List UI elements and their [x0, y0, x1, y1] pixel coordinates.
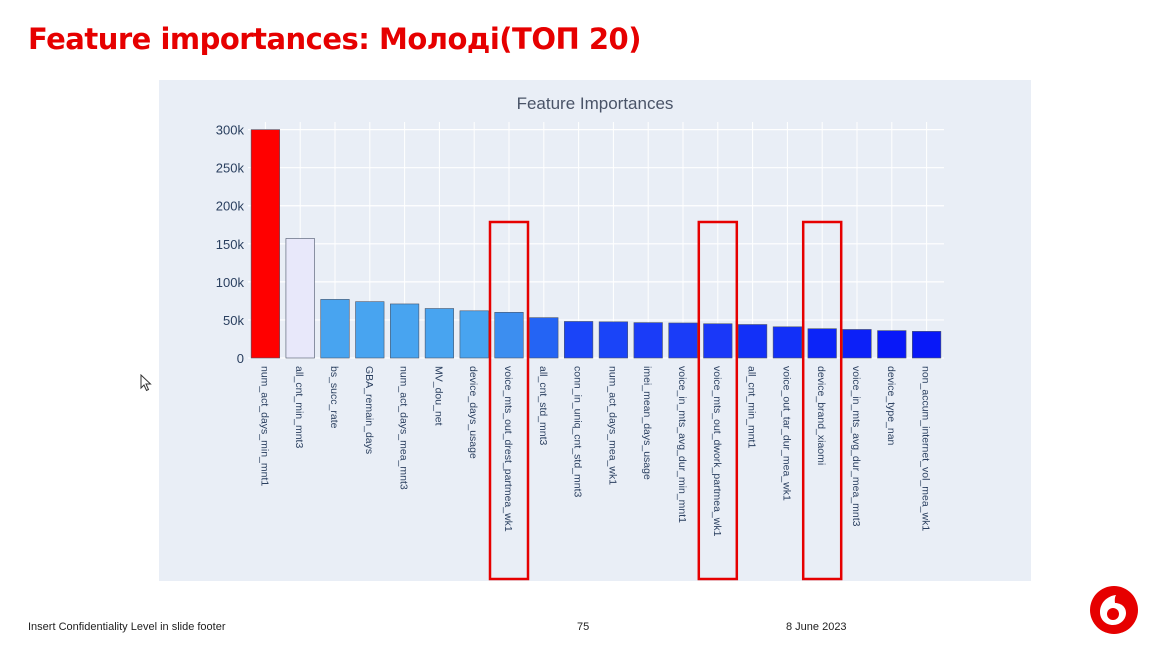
x-tick-label: voice_mts_out_drest_partmea_wk1	[502, 366, 514, 532]
chart-title: Feature Importances	[517, 94, 674, 113]
bar-num-act-days-min-mnt1	[250, 129, 280, 359]
x-tick-label: all_cnt_min_mnt3	[293, 366, 305, 448]
bar-all-cnt-std-mnt3	[529, 317, 559, 359]
bar-device-brand-xiaomi	[807, 328, 837, 359]
x-axis-labels: num_act_days_min_mnt1 all_cnt_min_mnt3 bs_…	[258, 366, 931, 537]
footer-confidentiality: Insert Confidentiality Level in slide fo…	[28, 621, 226, 633]
x-tick-label: all_cnt_std_mnt3	[537, 366, 549, 446]
highlight-box	[801, 220, 843, 581]
y-tick-label: 150k	[216, 237, 245, 252]
y-tick-label: 100k	[216, 275, 245, 290]
x-tick-label: all_cnt_min_mnt1	[746, 366, 758, 448]
bar-num-act-days-mea-wk1	[598, 321, 628, 359]
x-tick-label: voice_in_mts_avg_dur_mea_mnt3	[850, 366, 862, 527]
bar-voice-in-mts-avg-dur-min-mnt1	[668, 322, 698, 359]
x-tick-label: num_act_days_min_mnt1	[258, 366, 270, 486]
footer-date: 8 June 2023	[786, 621, 847, 633]
x-tick-label: GBA_remain_days	[363, 366, 375, 454]
y-axis: 0 50k 100k 150k 200k 250k 300k	[216, 123, 245, 366]
y-tick-label: 0	[237, 351, 244, 366]
mouse-cursor-icon	[140, 373, 152, 397]
bar-voice-mts-out-dwork-partmea-wk1	[703, 323, 733, 359]
y-tick-label: 50k	[223, 313, 244, 328]
bar-bs-succ-rate	[320, 299, 350, 359]
bars-layer	[250, 129, 942, 359]
bar-voice-in-mts-avg-dur-mea-mnt3	[842, 329, 872, 359]
x-tick-label: voice_in_mts_avg_dur_min_mnt1	[676, 366, 688, 523]
x-tick-label: device_days_usage	[467, 366, 479, 459]
highlight-box	[488, 220, 530, 581]
bar-mv-dou-net	[424, 308, 454, 359]
feature-importance-chart: Feature Importances 0 50k 100k 150k 200k 250k…	[159, 80, 1031, 581]
x-tick-label: MV_dou_net	[432, 366, 444, 426]
chart-container: Feature Importances 0 50k 100k 150k 200k 250k…	[159, 80, 1031, 581]
bar-all-cnt-min-mnt1	[738, 324, 768, 359]
x-tick-label: voice_mts_out_dwork_partmea_wk1	[711, 366, 723, 537]
footer-page-number: 75	[577, 621, 590, 633]
highlight-boxes	[488, 220, 843, 581]
x-tick-label: imei_mean_days_usage	[641, 366, 653, 480]
y-tick-label: 200k	[216, 199, 245, 214]
y-tick-label: 300k	[216, 123, 245, 138]
bar-non-accum-internet-vol-mea-wk1	[912, 331, 942, 359]
y-tick-label: 250k	[216, 161, 245, 176]
x-tick-label: voice_out_tar_dur_mea_wk1	[780, 366, 792, 501]
x-tick-label: non_accum_internet_vol_mea_wk1	[920, 366, 932, 531]
x-tick-label: num_act_days_mea_mnt3	[398, 366, 410, 490]
x-tick-label: device_brand_xiaomi	[815, 366, 827, 465]
x-tick-label: bs_succ_rate	[328, 366, 340, 429]
x-tick-label: conn_in_uniq_cnt_std_mnt3	[572, 366, 584, 498]
slide-title: Feature importances: Молоді(ТОП 20)	[28, 22, 641, 56]
vodafone-logo-icon	[1089, 585, 1139, 640]
bar-gba-remain-days	[355, 301, 385, 359]
bar-all-cnt-min-mnt3	[285, 238, 315, 359]
highlight-box	[697, 220, 739, 581]
bar-num-act-days-mea-mnt3	[390, 303, 420, 359]
bar-imei-mean-days-usage	[633, 322, 663, 359]
bar-voice-out-tar-dur-mea-wk1	[772, 326, 802, 359]
x-tick-label: num_act_days_mea_wk1	[606, 366, 618, 485]
bar-conn-in-uniq-cnt-std-mnt3	[564, 321, 594, 359]
bar-device-type-nan	[877, 330, 907, 359]
bar-voice-mts-out-drest-partmea-wk1	[494, 312, 524, 359]
x-tick-label: device_type_nan	[885, 366, 897, 446]
bar-device-days-usage	[459, 310, 489, 359]
